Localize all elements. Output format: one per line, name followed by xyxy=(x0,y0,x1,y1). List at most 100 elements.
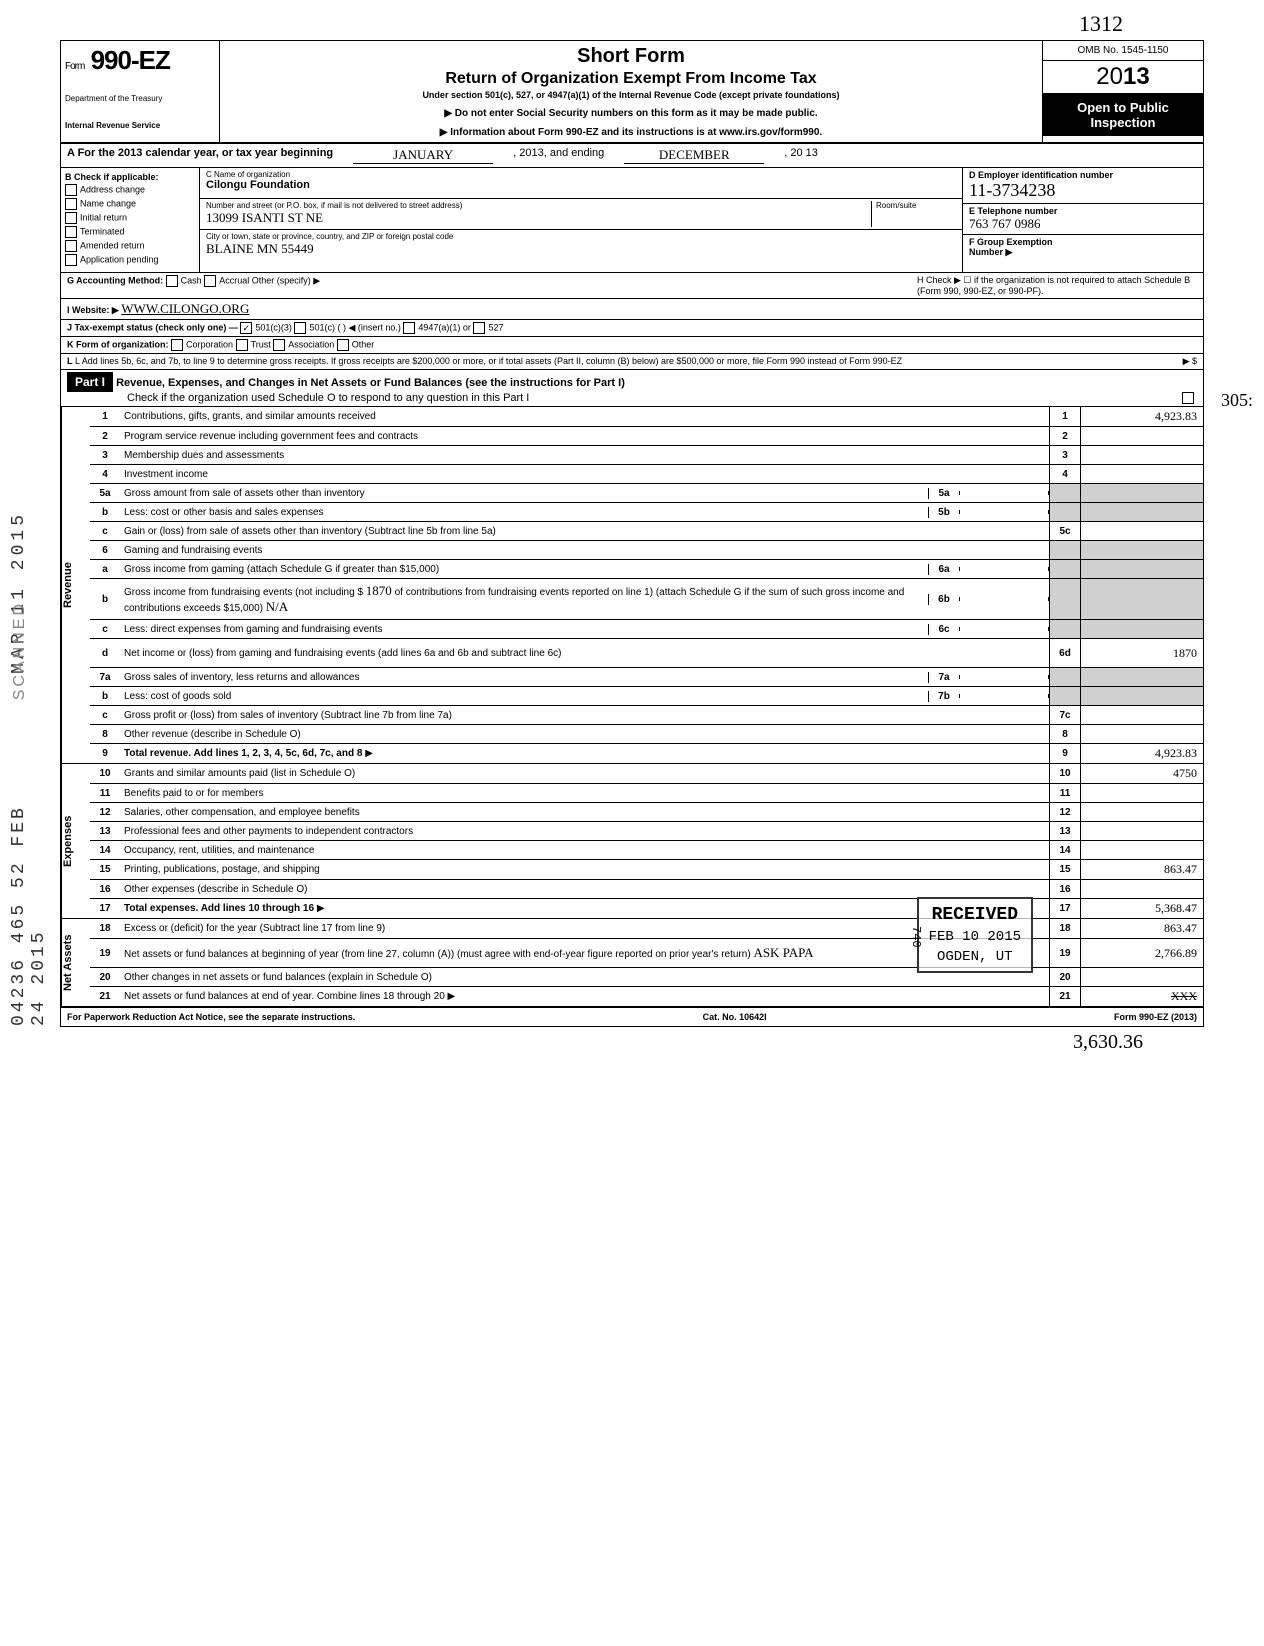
chk-501c3[interactable]: ✓ xyxy=(240,322,252,334)
tax-year-begin[interactable]: JANUARY xyxy=(353,147,493,164)
row-a-mid: , 2013, and ending xyxy=(513,147,604,164)
chk-corp[interactable] xyxy=(171,339,183,351)
handwritten-bottom: 3,630.36 xyxy=(1073,1031,1143,1054)
footer-formno: Form 990-EZ (2013) xyxy=(1114,1012,1197,1022)
chk-initial-return[interactable]: Initial return xyxy=(65,212,195,224)
val-11[interactable] xyxy=(1080,784,1203,802)
line-20: Other changes in net assets or fund bala… xyxy=(120,970,1049,985)
val-6c[interactable] xyxy=(959,627,1049,631)
ein-value[interactable]: 11-3734238 xyxy=(969,180,1197,201)
line-10: Grants and similar amounts paid (list in… xyxy=(120,766,1049,781)
side-net-assets: Net Assets xyxy=(61,919,90,1006)
line-5b: Less: cost or other basis and sales expe… xyxy=(120,505,928,520)
chk-4947[interactable] xyxy=(403,322,415,334)
line-4: Investment income xyxy=(120,467,1049,482)
line-5c: Gain or (loss) from sale of assets other… xyxy=(120,524,1049,539)
chk-amended[interactable]: Amended return xyxy=(65,240,195,252)
chk-trust[interactable] xyxy=(236,339,248,351)
hand-305: 305: xyxy=(1221,390,1253,411)
val-7a[interactable] xyxy=(959,675,1049,679)
line-7a: Gross sales of inventory, less returns a… xyxy=(120,670,928,685)
line-13: Professional fees and other payments to … xyxy=(120,824,1049,839)
val-18[interactable]: 863.47 xyxy=(1080,919,1203,938)
chk-terminated[interactable]: Terminated xyxy=(65,226,195,238)
row-i-website: I Website: ▶ WWW.CILONGO.ORG xyxy=(61,299,1203,320)
chk-other[interactable] xyxy=(337,339,349,351)
omb-number: OMB No. 1545-1150 xyxy=(1043,41,1203,61)
date-stamp-feb: 04236 465 52 FEB 24 2015 xyxy=(9,801,49,1026)
row-a-tax-year: A For the 2013 calendar year, or tax yea… xyxy=(61,144,1203,168)
stamp-740: 740 xyxy=(909,926,923,948)
row-a-label: A For the 2013 calendar year, or tax yea… xyxy=(67,147,333,164)
val-2[interactable] xyxy=(1080,427,1203,445)
title-box: Short Form Return of Organization Exempt… xyxy=(220,41,1042,142)
g-other: Other (specify) ▶ xyxy=(252,275,320,285)
val-6a[interactable] xyxy=(959,567,1049,571)
val-19[interactable]: 2,766.89 xyxy=(1080,939,1203,967)
val-8[interactable] xyxy=(1080,725,1203,743)
val-21[interactable]: XXX xyxy=(1080,987,1203,1006)
val-9[interactable]: 4,923.83 xyxy=(1080,744,1203,763)
val-10[interactable]: 4750 xyxy=(1080,764,1203,783)
val-5b[interactable] xyxy=(959,510,1049,514)
part1-label: Part I xyxy=(67,372,113,392)
val-1[interactable]: 4,923.83 xyxy=(1080,407,1203,426)
line-12: Salaries, other compensation, and employ… xyxy=(120,805,1049,820)
irs: Internal Revenue Service xyxy=(65,121,215,130)
group-exemption-cell: F Group Exemption Number ▶ xyxy=(963,235,1203,265)
val-7c[interactable] xyxy=(1080,706,1203,724)
line-9: Total revenue. Add lines 1, 2, 3, 4, 5c,… xyxy=(124,748,362,759)
val-6b[interactable] xyxy=(959,597,1049,601)
h-schedule-b: H Check ▶ ☐ if the organization is not r… xyxy=(917,275,1197,296)
footer-catno: Cat. No. 10642I xyxy=(703,1012,767,1022)
val-4[interactable] xyxy=(1080,465,1203,483)
chk-501c[interactable] xyxy=(294,322,306,334)
website-value[interactable]: WWW.CILONGO.ORG xyxy=(121,301,249,316)
chk-schedule-o[interactable] xyxy=(1182,392,1194,404)
col-b-checkboxes: B Check if applicable: Address change Na… xyxy=(61,168,200,272)
line-14: Occupancy, rent, utilities, and maintena… xyxy=(120,843,1049,858)
chk-assoc[interactable] xyxy=(273,339,285,351)
row-g-h: G Accounting Method: Cash Accrual Other … xyxy=(61,273,1203,299)
val-20[interactable] xyxy=(1080,968,1203,986)
chk-app-pending[interactable]: Application pending xyxy=(65,254,195,266)
line-2: Program service revenue including govern… xyxy=(120,429,1049,444)
val-7b[interactable] xyxy=(959,694,1049,698)
line-6: Gaming and fundraising events xyxy=(120,543,1049,558)
line-6a: Gross income from gaming (attach Schedul… xyxy=(120,562,928,577)
chk-name-change[interactable]: Name change xyxy=(65,198,195,210)
b-header: B Check if applicable: xyxy=(65,172,195,182)
chk-address-change[interactable]: Address change xyxy=(65,184,195,196)
line-6c: Less: direct expenses from gaming and fu… xyxy=(120,622,928,637)
val-14[interactable] xyxy=(1080,841,1203,859)
city-state-zip[interactable]: BLAINE MN 55449 xyxy=(206,241,956,257)
val-3[interactable] xyxy=(1080,446,1203,464)
part1-title: Revenue, Expenses, and Changes in Net As… xyxy=(116,377,625,389)
title-short-form: Short Form xyxy=(224,45,1038,68)
org-name[interactable]: Cilongu Foundation xyxy=(206,179,956,191)
val-17[interactable]: 5,368.47 xyxy=(1080,899,1203,918)
val-13[interactable] xyxy=(1080,822,1203,840)
line-6d: Net income or (loss) from gaming and fun… xyxy=(120,646,1049,661)
val-15[interactable]: 863.47 xyxy=(1080,860,1203,879)
row-j-tax-status: J Tax-exempt status (check only one) — ✓… xyxy=(61,320,1203,337)
phone-value[interactable]: 763 767 0986 xyxy=(969,216,1197,232)
tax-year-end[interactable]: DECEMBER xyxy=(624,147,764,164)
val-5a[interactable] xyxy=(959,491,1049,495)
val-16[interactable] xyxy=(1080,880,1203,898)
val-6d[interactable]: 1870 xyxy=(1080,639,1203,667)
street-address[interactable]: 13099 ISANTI ST NE xyxy=(206,210,871,226)
part1-check-text: Check if the organization used Schedule … xyxy=(127,392,529,404)
val-5c[interactable] xyxy=(1080,522,1203,540)
val-12[interactable] xyxy=(1080,803,1203,821)
side-revenue: Revenue xyxy=(61,407,90,763)
part1-header-row: Part I Revenue, Expenses, and Changes in… xyxy=(61,370,1203,407)
chk-527[interactable] xyxy=(473,322,485,334)
chk-accrual[interactable] xyxy=(204,275,216,287)
chk-cash[interactable] xyxy=(166,275,178,287)
note-ssn: ▶ Do not enter Social Security numbers o… xyxy=(224,108,1038,119)
line-11: Benefits paid to or for members xyxy=(120,786,1049,801)
note-info: ▶ Information about Form 990-EZ and its … xyxy=(224,127,1038,138)
side-expenses: Expenses xyxy=(61,764,90,918)
line-17: Total expenses. Add lines 10 through 16 xyxy=(124,903,314,914)
